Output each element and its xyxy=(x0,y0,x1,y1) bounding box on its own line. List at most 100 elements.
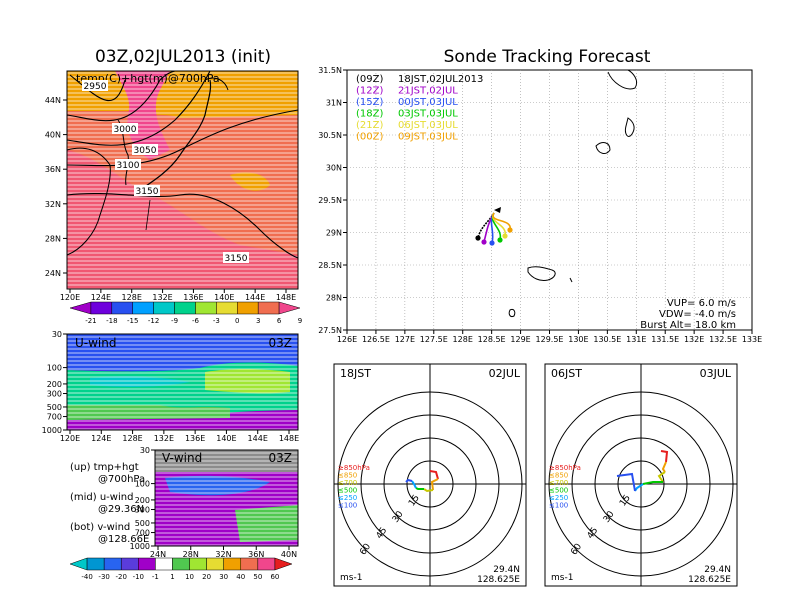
legend-time: 18JST,02JUL2013 xyxy=(398,74,483,85)
map-x-tick-label: 140E xyxy=(214,293,234,302)
polar-time: 18JST xyxy=(340,367,371,380)
sonde-landing-point xyxy=(497,237,503,243)
hodograph-segment xyxy=(661,461,667,473)
right-title: Sonde Tracking Forecast xyxy=(444,47,651,67)
track-x-tick-label: 129E xyxy=(510,335,530,344)
contour-label-bg xyxy=(82,80,108,91)
section-x-tick-label: 136E xyxy=(185,434,205,443)
section-x-tick-label: 32N xyxy=(215,550,231,559)
wind-colorbar-swatch xyxy=(189,557,207,571)
colorbar-swatch xyxy=(237,301,259,315)
tracking-y-axis: 31.5N 31N 30.5N 30N 29.5N 29N 28.5N 28N 27.5N xyxy=(318,66,347,335)
polar-level-label: ≤500 xyxy=(549,487,568,495)
track-x-tick-label: 132.5E xyxy=(709,335,737,344)
contour-label-bg xyxy=(112,123,138,134)
wind-colorbar-tick-label: 50 xyxy=(253,573,262,581)
island-okinoerabu xyxy=(508,309,516,317)
launch-marker xyxy=(494,207,501,213)
colorbar-tick-label: -12 xyxy=(148,317,159,325)
map-y-tick-label: 24N xyxy=(45,269,61,278)
param-vdw: VDW= -4.0 m/s xyxy=(659,309,736,320)
map-x-tick-label: 120E xyxy=(60,293,80,302)
colorbar-swatch xyxy=(111,301,133,315)
contour-3100 xyxy=(67,109,298,167)
hodograph-segment xyxy=(405,478,413,483)
u-wind-hatch xyxy=(67,334,298,430)
colorbar-tick-label: -9 xyxy=(171,317,178,325)
tracking-x-axis: 126E 126.5E 127E 127.5E 128E 128.5E 129E 129.5E… xyxy=(337,330,762,344)
colorbar-tick-label: -15 xyxy=(127,317,138,325)
polar-level-label: ≤250 xyxy=(549,494,568,502)
map-y-tick-label: 32N xyxy=(45,200,61,209)
legend-code: (21Z) xyxy=(356,120,383,131)
track-x-tick-label: 127E xyxy=(395,335,415,344)
colorbar-tick-label: -18 xyxy=(106,317,117,325)
section-x-tick-label: 36N xyxy=(248,550,264,559)
colorbar-swatch xyxy=(174,301,196,315)
param-burst: Burst Alt= 18.0 km xyxy=(640,320,736,331)
temperature-colorbar: -21 -18 -15 -12 -9 -6 -3 0 3 6 9 xyxy=(69,301,302,325)
map-x-tick-label: 144E xyxy=(245,293,265,302)
note-bot-2: @128.66E xyxy=(98,534,149,545)
legend-code: (15Z) xyxy=(356,97,383,108)
colorbar-swatch xyxy=(153,301,175,315)
section-x-tick-label: 124E xyxy=(91,434,111,443)
section-y-tick-label: 300 xyxy=(135,506,150,515)
wind-colorbar-swatch xyxy=(103,557,122,571)
coast-hokkaido xyxy=(204,77,229,91)
section-y-tick-label: 500 xyxy=(47,403,62,412)
colorbar-tick-label: -6 xyxy=(192,317,200,325)
sonde-track xyxy=(477,212,495,239)
wind-colorbar-tick-label: -40 xyxy=(81,573,92,581)
contour-label: 3050 xyxy=(134,146,157,156)
track-y-tick-label: 31N xyxy=(326,99,342,108)
u-wind-frame xyxy=(66,333,299,431)
wind-colorbar-swatch xyxy=(69,557,88,571)
sonde-landing-point xyxy=(475,235,481,241)
hodograph-segment xyxy=(411,480,417,489)
map-y-axis: 44N 40N 36N 32N 28N 24N xyxy=(45,96,67,278)
wind-colorbar-tick-label: 1 xyxy=(170,573,174,581)
section-y-tick-label: 500 xyxy=(135,519,150,528)
colorbar-tick-label: -21 xyxy=(85,317,96,325)
v-wind-frame xyxy=(154,449,299,547)
section-y-tick-label: 200 xyxy=(135,496,150,505)
track-y-tick-label: 30N xyxy=(326,164,342,173)
polar-level-label: ≤100 xyxy=(338,502,357,510)
section-x-tick-label: 28N xyxy=(183,550,199,559)
section-y-tick-label: 30 xyxy=(52,330,62,339)
u-wind-label: U-wind xyxy=(75,336,116,350)
track-y-tick-label: 29N xyxy=(326,229,342,238)
section-x-tick-label: 120E xyxy=(60,434,80,443)
u-wind-time: 03Z xyxy=(269,336,293,350)
sonde-landing-point xyxy=(481,239,487,245)
note-up-2: @700hPa xyxy=(98,474,145,485)
map-y-tick-label: 36N xyxy=(45,165,61,174)
section-x-tick-label: 140E xyxy=(216,434,236,443)
section-y-tick-label: 700 xyxy=(47,413,62,422)
v-wind-label: V-wind xyxy=(162,451,202,465)
section-y-tick-label: 1000 xyxy=(130,542,150,551)
colorbar-tick-label: 6 xyxy=(277,317,282,325)
wind-colorbar-swatch xyxy=(240,557,259,571)
hodograph-segment xyxy=(423,488,434,493)
wind-colorbar-swatch xyxy=(206,557,224,571)
section-y-tick-label: 30 xyxy=(140,446,150,455)
contour-label-bg xyxy=(223,252,249,263)
track-x-tick-label: 131E xyxy=(626,335,646,344)
v-wind-x-axis: 24N 28N 32N 36N 40N xyxy=(150,546,297,559)
polar-level-label: ≥850hPa xyxy=(338,464,370,472)
wind-colorbar-swatch xyxy=(120,557,139,571)
track-x-tick-label: 130.5E xyxy=(593,335,621,344)
map-x-tick-label: 124E xyxy=(91,293,111,302)
section-y-tick-label: 1000 xyxy=(42,426,62,435)
wind-colorbar-swatch xyxy=(274,557,293,571)
island-yakushima xyxy=(595,142,611,154)
wind-colorbar-swatch xyxy=(86,557,105,571)
note-mid-2: @29.36N xyxy=(98,504,144,515)
colorbar-swatch xyxy=(278,301,301,315)
sonde-landing-point xyxy=(507,227,513,233)
